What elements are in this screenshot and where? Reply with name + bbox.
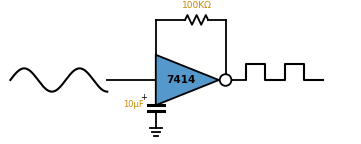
Text: +: + (140, 93, 147, 102)
Text: 7414: 7414 (166, 75, 196, 85)
Text: 100KΩ: 100KΩ (182, 1, 212, 10)
Polygon shape (156, 55, 219, 105)
Circle shape (220, 74, 231, 86)
Text: 10μF: 10μF (123, 100, 144, 109)
